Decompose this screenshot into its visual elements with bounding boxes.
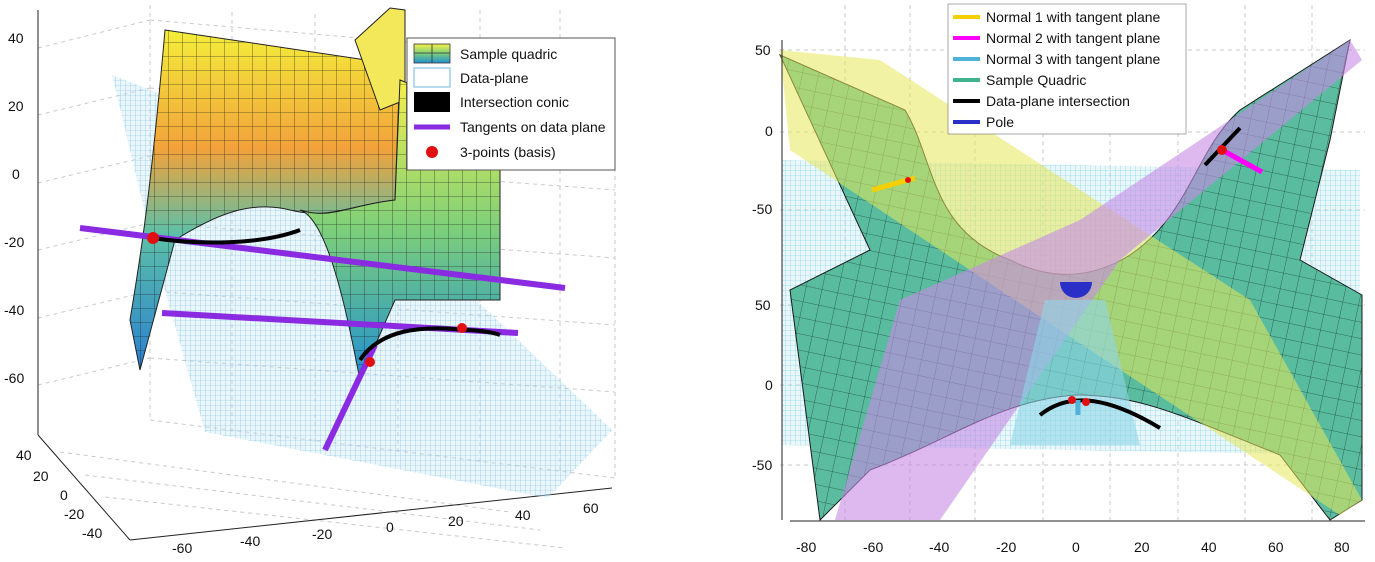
right-axes (781, 40, 1365, 522)
legend-swatch-points (426, 146, 438, 158)
legend-label: Normal 3 with tangent plane (986, 51, 1161, 67)
legend-item: Data-plane intersection (953, 93, 1130, 109)
x-tick: 80 (1334, 539, 1350, 555)
left-intersection-conic (151, 228, 501, 362)
legend-label: Normal 2 with tangent plane (986, 30, 1161, 46)
x-tick: -40 (929, 539, 949, 555)
legend-item: Intersection conic (414, 92, 569, 112)
z-tick: -20 (4, 234, 24, 250)
z-tick: -60 (4, 370, 24, 386)
legend-label: Sample quadric (460, 46, 557, 62)
x-tick: -80 (796, 539, 816, 555)
legend-item: Tangents on data plane (414, 119, 606, 135)
x-tick: -20 (312, 526, 332, 542)
left-x-ticks: -60 -40 -20 0 20 40 60 (172, 500, 599, 556)
x-tick: 0 (386, 519, 394, 535)
x-tick: 60 (1268, 539, 1284, 555)
legend-item: 3-points (basis) (426, 144, 556, 160)
legend-label: Data-plane (460, 70, 529, 86)
x-tick: 20 (1134, 539, 1150, 555)
y-tick: 0 (765, 377, 773, 393)
legend-label: Tangents on data plane (460, 119, 606, 135)
x-tick: -60 (863, 539, 883, 555)
y-tick: 50 (755, 297, 771, 313)
y-tick: -20 (64, 506, 84, 522)
legend-item: Sample quadric (413, 43, 557, 64)
x-tick: -60 (172, 540, 192, 556)
legend-item: Normal 1 with tangent plane (953, 9, 1161, 25)
right-x-ticks: -80 -60 -40 -20 0 20 40 60 80 (796, 539, 1350, 555)
y-tick: -50 (752, 201, 772, 217)
y-tick: -50 (752, 457, 772, 473)
legend-item: Normal 2 with tangent plane (953, 30, 1161, 46)
legend-item: Data-plane (413, 67, 529, 88)
right-tangent-plane-purple (835, 40, 1362, 520)
left-basis-points (147, 232, 467, 367)
right-y-ticks: 50 0 -50 50 0 -50 (752, 42, 773, 473)
left-y-ticks: 40 20 0 -20 -40 (16, 447, 102, 541)
left-panel: 40 20 0 -20 -40 -60 40 20 0 -20 -40 -60 … (4, 5, 616, 556)
y-tick: 20 (33, 468, 49, 484)
y-tick: 0 (765, 123, 773, 139)
z-tick: 0 (12, 166, 20, 182)
y-tick: 40 (16, 447, 32, 463)
normal-2-line (1220, 147, 1264, 175)
legend-item: Normal 3 with tangent plane (953, 51, 1161, 67)
legend-label: Pole (986, 114, 1014, 130)
left-axes (37, 10, 613, 541)
right-tangent-plane-cyan (1010, 300, 1140, 445)
x-tick: 60 (583, 500, 599, 516)
y-tick: -40 (82, 525, 102, 541)
right-pole (1060, 282, 1092, 298)
legend-label: Normal 1 with tangent plane (986, 9, 1161, 25)
x-tick: -20 (996, 539, 1016, 555)
x-tick: 40 (1201, 539, 1217, 555)
y-tick: 50 (755, 42, 771, 58)
legend-item: Pole (953, 114, 1014, 130)
z-tick: -40 (4, 302, 24, 318)
right-panel: 50 0 -50 50 0 -50 -80 -60 -40 -20 0 20 4… (752, 3, 1365, 555)
z-tick: 40 (8, 30, 24, 46)
z-tick: 20 (8, 98, 24, 114)
x-tick: 40 (515, 507, 531, 523)
x-tick: 20 (448, 513, 464, 529)
x-tick: -40 (240, 533, 260, 549)
legend-swatch-conic (414, 92, 450, 112)
legend-label: Intersection conic (460, 94, 569, 110)
right-points (905, 145, 1227, 406)
x-tick: 0 (1072, 539, 1080, 555)
y-tick: 0 (60, 487, 68, 503)
left-legend: Sample quadric Data-plane Intersection c… (406, 37, 616, 171)
legend-item: Sample Quadric (953, 72, 1086, 88)
legend-label: Data-plane intersection (986, 93, 1130, 109)
legend-label: Sample Quadric (986, 72, 1086, 88)
right-legend: Normal 1 with tangent plane Normal 2 wit… (947, 3, 1187, 135)
legend-label: 3-points (basis) (460, 144, 556, 160)
legend-swatch-data-plane (413, 67, 451, 88)
left-z-ticks: 40 20 0 -20 -40 -60 (4, 30, 24, 386)
